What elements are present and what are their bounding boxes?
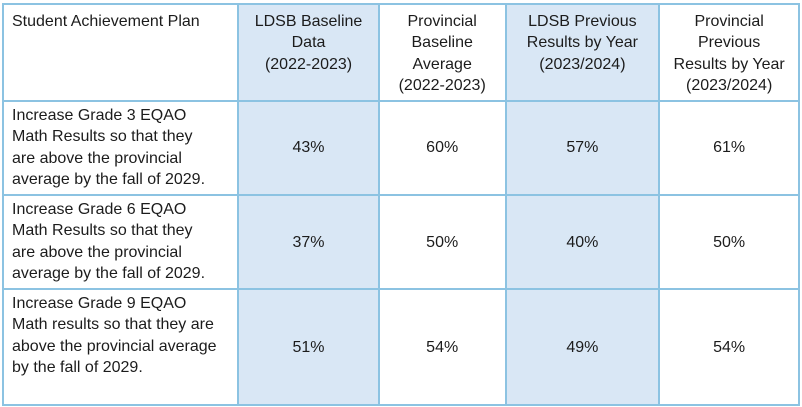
header-row: Student Achievement Plan LDSB Baseline D…: [1, 2, 800, 103]
table-row-grade3: Increase Grade 3 EQAO Math Results so th…: [1, 100, 800, 197]
value-cell: 61%: [658, 100, 800, 197]
value-cell: 51%: [237, 288, 380, 407]
value-cell: 40%: [504, 194, 661, 291]
value-cell: 50%: [377, 194, 507, 291]
goal-cell: Increase Grade 9 EQAO Math results so th…: [1, 288, 240, 407]
value-cell: 49%: [504, 288, 661, 407]
column-header-ldsb-previous: LDSB Previous Results by Year (2023/2024…: [504, 2, 661, 103]
value-cell: 54%: [377, 288, 507, 407]
goal-cell: Increase Grade 3 EQAO Math Results so th…: [1, 100, 240, 197]
table-row-grade6: Increase Grade 6 EQAO Math Results so th…: [1, 194, 800, 291]
value-cell: 60%: [377, 100, 507, 197]
value-cell: 43%: [237, 100, 380, 197]
column-header-ldsb-baseline: LDSB Baseline Data (2022-2023): [237, 2, 380, 103]
column-header-plan: Student Achievement Plan: [1, 2, 240, 103]
column-header-provincial-previous: Provincial Previous Results by Year (202…: [658, 2, 800, 103]
value-cell: 54%: [658, 288, 800, 407]
table-row-grade9: Increase Grade 9 EQAO Math results so th…: [1, 288, 800, 407]
value-cell: 37%: [237, 194, 380, 291]
goal-cell: Increase Grade 6 EQAO Math Results so th…: [1, 194, 240, 291]
column-header-provincial-baseline: Provincial Baseline Average (2022-2023): [377, 2, 507, 103]
value-cell: 50%: [658, 194, 800, 291]
value-cell: 57%: [504, 100, 661, 197]
